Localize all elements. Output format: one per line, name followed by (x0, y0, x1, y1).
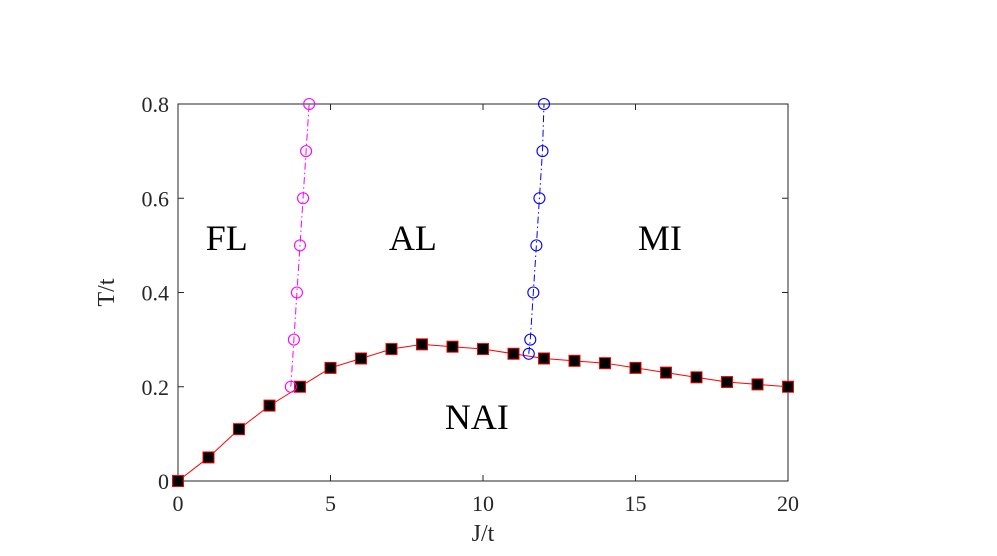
nai-boundary-point (538, 352, 550, 365)
al-mi-boundary-point (522, 347, 535, 360)
nai-boundary-point (355, 352, 367, 365)
y-tick-label: 0.2 (142, 375, 170, 400)
x-tick-label: 10 (472, 491, 494, 516)
nai-boundary-point (324, 361, 337, 374)
nai-boundary-point (233, 423, 245, 436)
al-mi-boundary-point (524, 333, 537, 346)
region-label-fl: FL (206, 218, 248, 258)
plot-area: 0 5 10 15 20 0 0.2 0.4 0.6 0.8 FL AL MI NAI (142, 92, 800, 516)
fl-al-boundary-point (287, 333, 300, 346)
fl-al-boundary-point (293, 239, 307, 252)
fl-al-boundary-point (300, 145, 313, 158)
fl-al-boundary-point (296, 192, 310, 205)
al-mi-boundary-point (530, 239, 543, 252)
y-axis-label: T/t (94, 278, 120, 306)
nai-boundary-point (294, 380, 306, 393)
nai-boundary-point (416, 338, 428, 351)
al-mi-boundary-point (537, 97, 551, 111)
x-tick-label: 20 (777, 491, 799, 516)
nai-boundary-point (629, 361, 642, 374)
nai-boundary-point (660, 366, 672, 379)
y-tick-label: 0 (158, 469, 169, 494)
nai-boundary-point (385, 343, 398, 356)
region-label-al: AL (389, 218, 437, 258)
nai-boundary-point (690, 371, 703, 384)
y-tick-label: 0.4 (142, 281, 170, 306)
nai-boundary-point (172, 475, 184, 487)
x-tick-label: 0 (173, 491, 184, 516)
al-mi-boundary-point (533, 192, 546, 205)
al-mi-boundary-point (536, 145, 549, 158)
al-mi-boundary-point (527, 286, 540, 299)
nai-boundary-point (446, 340, 459, 353)
nai-boundary-point (507, 347, 520, 360)
nai-boundary-point (751, 378, 764, 391)
region-label-nai: NAI (445, 397, 509, 437)
nai-boundary-point (599, 357, 611, 370)
nai-boundary-point (263, 399, 276, 412)
y-tick-label: 0.8 (142, 92, 170, 117)
nai-boundary-point (477, 343, 489, 356)
nai-boundary-point (202, 451, 215, 464)
fl-al-boundary-point (284, 380, 297, 393)
x-tick-label: 15 (625, 491, 647, 516)
nai-boundary-point (721, 376, 733, 389)
y-tick-label: 0.6 (142, 186, 170, 211)
region-label-mi: MI (638, 218, 682, 258)
nai-boundary-point (568, 354, 581, 367)
x-axis-label: J/t (472, 521, 495, 547)
nai-boundary-point (782, 380, 794, 393)
fl-al-boundary-point (290, 286, 304, 299)
fl-al-boundary-line (290, 103, 310, 387)
fl-al-boundary-point (303, 97, 316, 111)
al-mi-boundary-line (528, 103, 545, 354)
x-tick-label: 5 (325, 491, 336, 516)
